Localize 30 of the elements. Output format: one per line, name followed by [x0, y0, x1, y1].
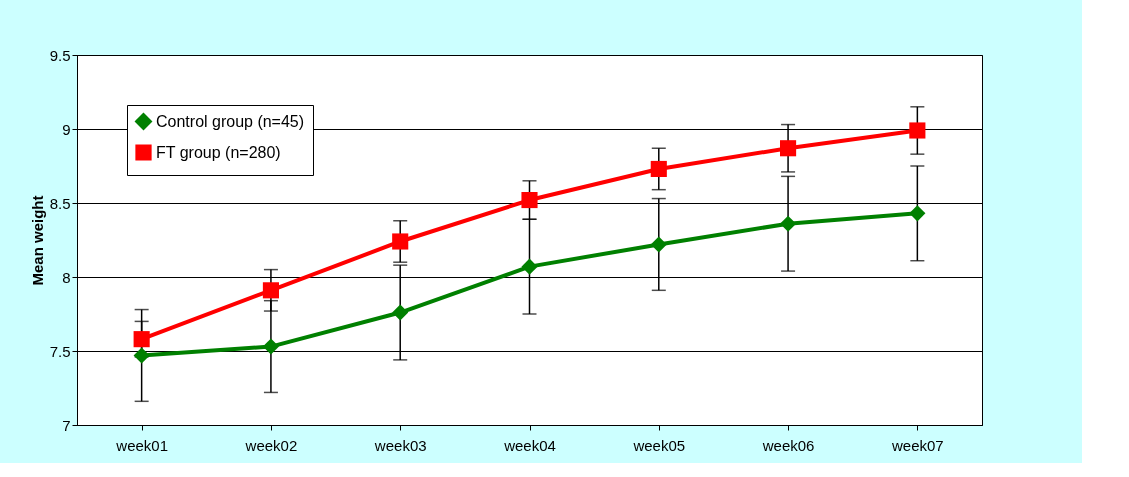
point — [521, 258, 538, 275]
x-tick-label: week07 — [891, 436, 944, 454]
legend-label: Control group (n=45) — [156, 112, 305, 130]
y-tick-label: 8 — [62, 268, 71, 286]
point — [909, 122, 926, 139]
point — [650, 236, 667, 253]
point — [650, 160, 667, 178]
point — [521, 191, 538, 209]
point — [262, 282, 279, 299]
point — [133, 331, 150, 348]
y-tick-label: 8.5 — [49, 194, 71, 212]
x-tick-label: week02 — [244, 436, 298, 454]
x-tick-label: week04 — [503, 436, 556, 454]
point — [780, 140, 797, 157]
point — [909, 205, 926, 222]
y-tick-label: 9.5 — [49, 46, 71, 64]
legend-label: FT group (n=280) — [156, 143, 281, 161]
y-tick-label: 7 — [62, 416, 71, 434]
point — [392, 233, 409, 250]
point — [780, 215, 797, 232]
y-tick-label: 9 — [62, 120, 71, 138]
x-tick-label: week06 — [761, 436, 815, 454]
point — [392, 304, 409, 321]
x-tick-label: week05 — [632, 436, 686, 454]
x-tick-label: week01 — [115, 436, 168, 454]
point — [262, 338, 279, 355]
y-axis-title: Mean weight — [28, 195, 46, 286]
y-tick-label: 7.5 — [49, 342, 71, 360]
x-tick-label: week03 — [373, 436, 427, 454]
point — [133, 347, 150, 364]
